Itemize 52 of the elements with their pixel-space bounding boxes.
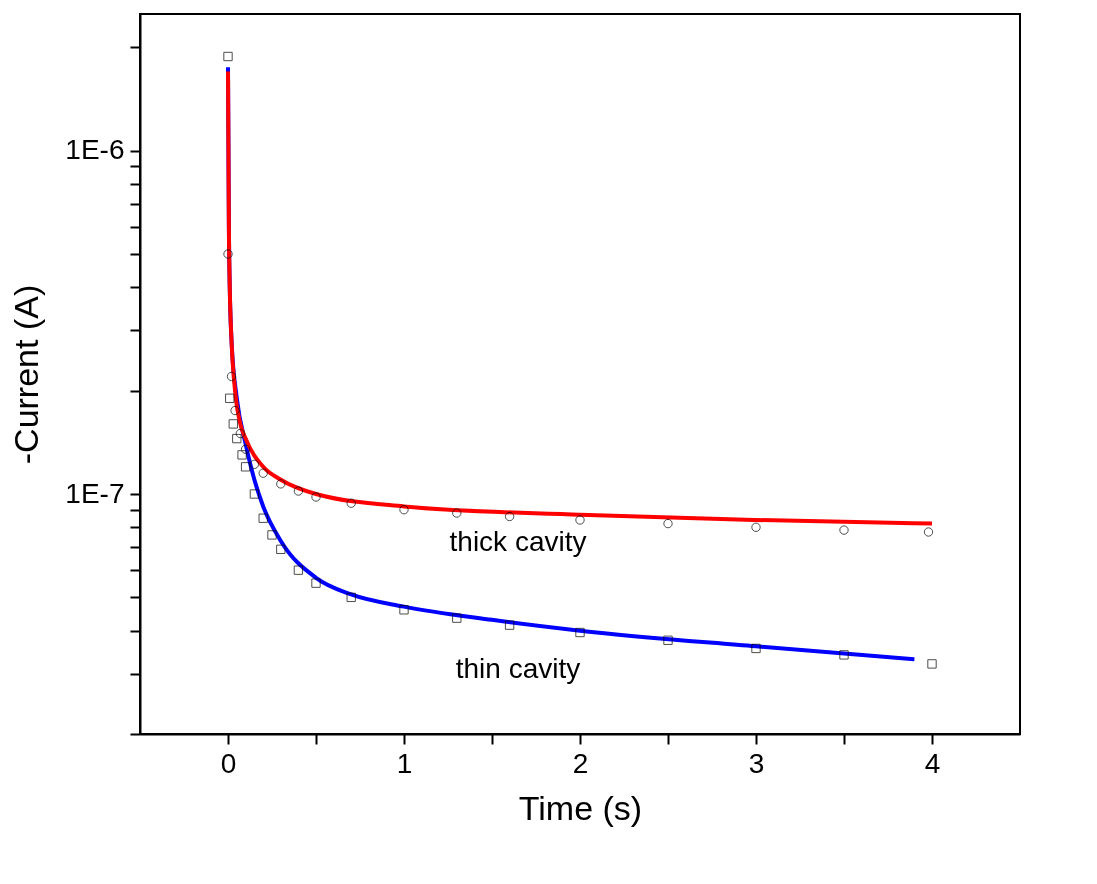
x-tick-label: 4	[924, 747, 941, 779]
annotation: thick cavity	[449, 526, 587, 557]
point	[240, 444, 251, 454]
point	[232, 433, 242, 444]
point	[225, 393, 235, 403]
point	[293, 486, 304, 496]
point	[839, 650, 849, 660]
point	[311, 578, 321, 588]
point	[226, 371, 237, 382]
annotation: thin cavity	[455, 653, 581, 684]
y-tick-label: 1E-6	[65, 134, 125, 166]
point	[249, 489, 260, 499]
point	[839, 525, 849, 535]
point	[663, 635, 673, 645]
point	[240, 462, 251, 472]
point	[346, 592, 356, 603]
point	[452, 508, 462, 518]
x-tick-label: 1	[396, 747, 413, 779]
line-series	[226, 69, 934, 526]
point	[258, 513, 268, 523]
y-axis-title: -Current (A)	[7, 284, 46, 465]
y-tick-label: 1E-7	[65, 477, 125, 509]
x-axis-title: Time (s)	[518, 788, 643, 827]
point	[575, 627, 585, 638]
point	[346, 498, 356, 508]
point	[235, 428, 245, 439]
point	[230, 405, 240, 416]
point	[923, 527, 934, 537]
point	[276, 479, 286, 489]
point	[258, 468, 268, 478]
point	[228, 419, 238, 429]
point	[927, 659, 937, 669]
point	[223, 51, 233, 62]
point	[311, 492, 321, 502]
point	[293, 565, 304, 575]
x-tick-label: 0	[220, 747, 237, 779]
point	[663, 518, 673, 529]
point	[276, 544, 286, 555]
point	[399, 605, 409, 615]
x-tick-label: 3	[748, 747, 765, 779]
point	[452, 613, 462, 623]
point	[223, 249, 233, 259]
point	[399, 505, 409, 515]
point	[504, 511, 515, 522]
point	[267, 530, 277, 540]
point	[751, 522, 761, 532]
point	[504, 620, 515, 630]
point	[751, 643, 761, 654]
point	[237, 450, 247, 460]
x-tick-label: 2	[572, 747, 589, 779]
point	[249, 459, 260, 470]
point	[575, 515, 585, 525]
